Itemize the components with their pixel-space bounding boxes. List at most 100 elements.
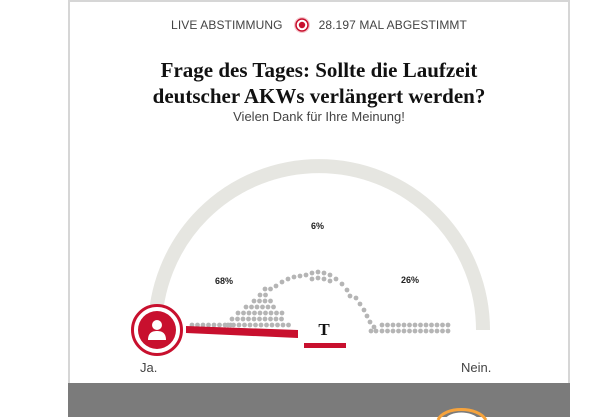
card-border-left (68, 0, 70, 417)
vote-dot (252, 310, 257, 316)
vote-dot (243, 304, 249, 310)
live-status: LIVE ABSTIMMUNG 28.197 MAL ABGESTIMMT (70, 16, 568, 34)
vote-dot (273, 316, 279, 322)
brand-logo: T (318, 320, 330, 339)
poll-question: Frage des Tages: Sollte die Laufzeit deu… (70, 57, 568, 109)
vote-dot (385, 322, 390, 328)
vote-dot (445, 322, 451, 328)
vote-dot (195, 322, 200, 328)
vote-dot (235, 316, 240, 322)
vote-dot (273, 283, 279, 289)
middle-percent: 6% (311, 221, 325, 231)
vote-dot (253, 322, 258, 328)
vote-dot (373, 328, 379, 334)
vote-dot (333, 276, 339, 282)
vote-dot (262, 316, 268, 322)
user-avatar-icon (148, 320, 166, 340)
vote-dot (271, 304, 276, 310)
vote-dot (434, 328, 440, 334)
vote-dot (418, 322, 423, 328)
vote-dot (379, 322, 385, 328)
vote-dot (286, 322, 291, 328)
vote-dot (309, 270, 315, 276)
vote-dot (361, 307, 367, 313)
vote-dot (240, 316, 246, 322)
vote-dot (236, 322, 242, 328)
vote-dot (412, 322, 418, 328)
vote-dot (263, 310, 268, 316)
vote-dot (274, 310, 279, 316)
vote-dot (339, 281, 345, 287)
vote-dot (206, 322, 211, 328)
vote-dot (257, 310, 263, 316)
vote-dot (401, 322, 407, 328)
vote-dot (303, 272, 309, 278)
vote-dot (357, 301, 363, 307)
vote-dot (379, 328, 385, 334)
vote-dot (268, 316, 273, 322)
scale-left-label: Ja. (140, 360, 158, 375)
vote-dot (364, 313, 370, 319)
vote-dot (260, 304, 265, 310)
vote-dot (423, 328, 429, 334)
nein-percent: 26% (401, 275, 420, 285)
vote-dot (280, 322, 286, 328)
vote-dot (390, 322, 396, 328)
vote-dot (229, 316, 235, 322)
vote-dot (200, 322, 206, 328)
vote-dot (225, 322, 231, 328)
scale-right-label: Nein. (461, 360, 492, 375)
live-label: LIVE ABSTIMMUNG (171, 18, 283, 32)
vote-dot (257, 298, 262, 304)
vote-dot (368, 328, 374, 334)
vote-dot (327, 272, 333, 278)
vote-dot (247, 322, 253, 328)
vote-dot (429, 322, 434, 328)
vote-dot (321, 270, 327, 276)
vote-dot (279, 279, 285, 285)
vote-dot (423, 322, 429, 328)
vote-dot (257, 292, 263, 298)
vote-dot (390, 328, 396, 334)
vote-dot (262, 298, 268, 304)
vote-dot (242, 322, 247, 328)
vote-dot (434, 322, 440, 328)
vote-dot (385, 328, 390, 334)
vote-dot (268, 310, 274, 316)
vote-dot (235, 310, 241, 316)
vote-dot (251, 316, 257, 322)
vote-dot (371, 324, 377, 330)
card-border-top (68, 0, 570, 2)
thanks-message: Vielen Dank für Ihre Meinung! (233, 109, 405, 124)
vote-dot (257, 316, 262, 322)
vote-dot (412, 328, 418, 334)
vote-dot (269, 322, 275, 328)
vote-dot (396, 328, 401, 334)
vote-dot (407, 328, 412, 334)
vote-dot (353, 295, 359, 301)
vote-dot (249, 304, 254, 310)
vote-dot (268, 286, 273, 292)
vote-dot (445, 328, 451, 334)
vote-dot (396, 322, 401, 328)
vote-dot (251, 298, 257, 304)
vote-dot (407, 322, 412, 328)
vote-dot (291, 274, 297, 280)
vote-dot (275, 322, 280, 328)
vote-dot (217, 322, 222, 328)
vote-dot (254, 304, 260, 310)
vote-dot (440, 328, 445, 334)
vote-dot (268, 298, 273, 304)
vote-dot (262, 286, 268, 292)
vote-dot (367, 319, 373, 325)
footer-bar (68, 383, 570, 417)
vote-dot (309, 276, 315, 282)
vote-dot (211, 322, 217, 328)
vote-dot (265, 304, 271, 310)
vote-dot (241, 310, 246, 316)
gauge-needle (186, 326, 298, 338)
vote-dot (297, 273, 303, 279)
question-line-1: Frage des Tages: Sollte die Laufzeit (160, 58, 478, 82)
vote-dot (285, 276, 291, 282)
